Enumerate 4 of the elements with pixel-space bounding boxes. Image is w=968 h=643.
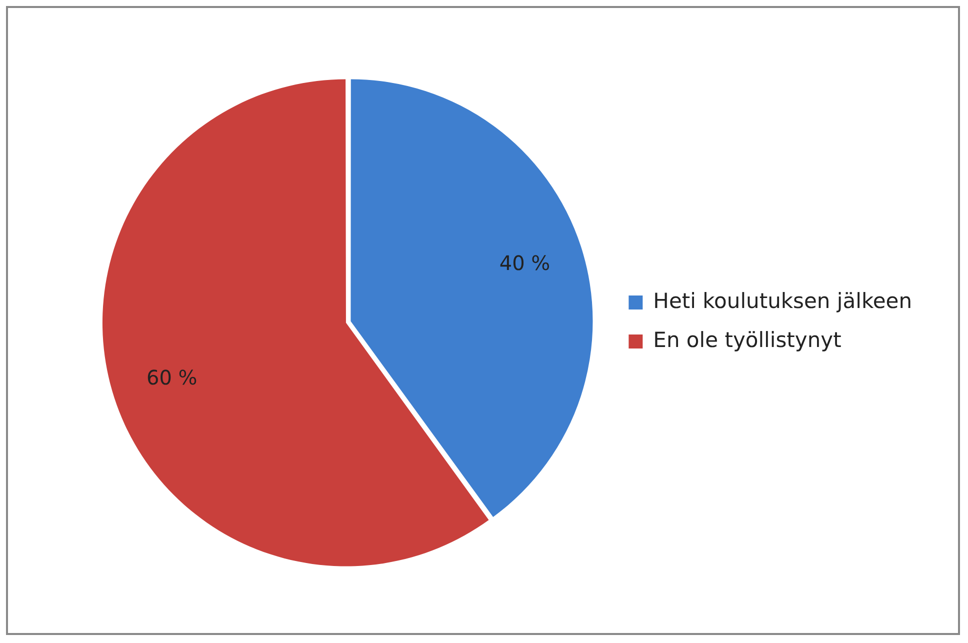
legend-label: En ole työllistynyt [653,328,842,352]
data-label: 40 % [499,250,550,275]
data-label: 60 % [146,366,198,390]
legend-label: Heti koulutuksen jälkeen [653,288,912,313]
